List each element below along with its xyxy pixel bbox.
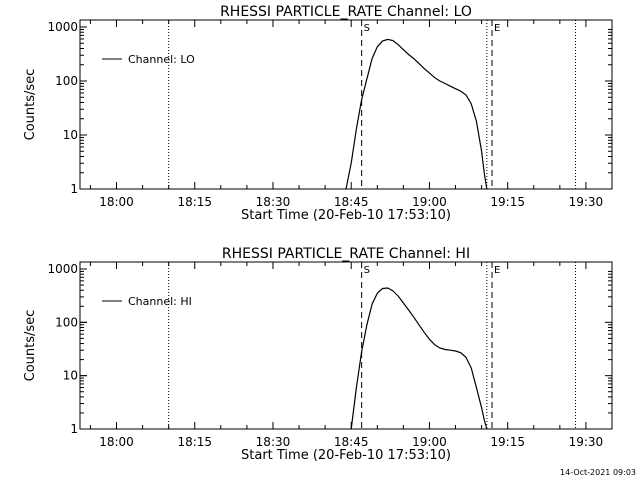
x-tick-label: 18:00 (99, 435, 134, 449)
lo-channel-panel: RHESSI PARTICLE_RATE Channel: LO 18:00 18:… (23, 4, 613, 223)
marker-label: S (364, 265, 370, 276)
y-tick-label: 1 (70, 182, 78, 196)
y-axis-label: Counts/sec (23, 69, 38, 141)
data-series-line (350, 287, 488, 430)
legend-label: Channel: LO (128, 53, 195, 66)
chart-title: RHESSI PARTICLE_RATE Channel: LO (220, 4, 472, 20)
x-tick-label: 19:30 (569, 195, 604, 209)
y-tick-label: 1000 (47, 20, 78, 34)
x-tick-label: 19:30 (569, 435, 604, 449)
y-tick-label: 1000 (47, 262, 78, 276)
y-tick-label: 100 (55, 74, 78, 88)
x-tick-label: 18:45 (334, 435, 369, 449)
y-tick-label: 100 (55, 315, 78, 329)
legend-label: Channel: HI (128, 295, 192, 308)
x-tick-label: 18:00 (99, 195, 134, 209)
footer-timestamp: 14-Oct-2021 09:03 (560, 468, 636, 477)
data-series-line (345, 38, 488, 190)
marker-label: E (494, 265, 500, 276)
y-tick-label: 10 (63, 369, 78, 383)
y-tick-label: 1 (70, 422, 78, 436)
plot-frame (79, 261, 613, 430)
x-tick-label: 18:15 (177, 435, 212, 449)
x-tick-label: 18:30 (256, 195, 291, 209)
x-tick-label: 19:00 (412, 435, 447, 449)
marker-label: E (494, 23, 500, 34)
plot-frame (79, 19, 613, 190)
x-tick-label: 19:15 (490, 195, 525, 209)
x-axis-label: Start Time (20-Feb-10 17:53:10) (241, 448, 451, 463)
x-tick-label: 18:45 (334, 195, 369, 209)
y-tick-label: 10 (63, 128, 78, 142)
x-tick-label: 18:30 (256, 435, 291, 449)
x-axis-label: Start Time (20-Feb-10 17:53:10) (241, 208, 451, 223)
x-tick-label: 19:00 (412, 195, 447, 209)
hi-channel-panel: RHESSI PARTICLE_RATE Channel: HI 18:00 18:… (23, 246, 613, 463)
x-tick-label: 18:15 (177, 195, 212, 209)
marker-label: S (364, 23, 370, 34)
x-tick-label: 19:15 (490, 435, 525, 449)
chart-title: RHESSI PARTICLE_RATE Channel: HI (222, 246, 470, 262)
y-axis-label: Counts/sec (23, 310, 38, 382)
